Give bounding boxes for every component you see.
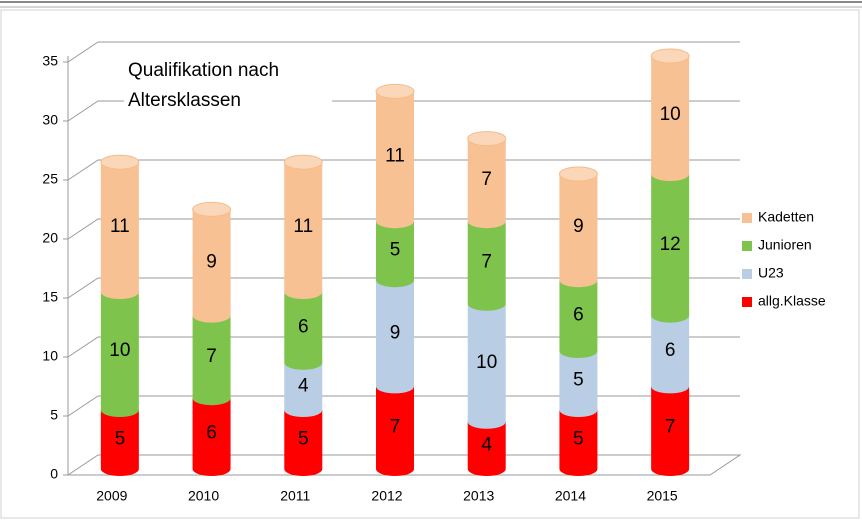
bar-cap [558,166,598,182]
legend-label: Kadetten [758,209,814,225]
grid-line [67,336,740,358]
y-tick-label: 20 [42,230,58,246]
data-label: 11 [293,216,313,237]
data-label: 6 [573,305,584,326]
data-label: 11 [385,145,405,166]
y-tick-label: 10 [42,348,58,364]
bar-segment [651,174,690,323]
bar-cap [467,131,507,147]
bar-segment [376,280,414,394]
legend-label: Junioren [758,237,812,253]
bar-cap [375,83,415,99]
chart-title: Qualifikation nach Altersklassen [124,56,332,116]
data-label: 5 [298,429,309,450]
bar-segment [651,386,690,476]
data-label: 12 [660,234,681,255]
y-tick-label: 30 [42,112,58,128]
legend-swatch [742,297,752,307]
x-tick-label: 2010 [188,488,219,504]
grid-line [67,41,740,63]
y-tick-label: 35 [42,53,58,69]
bar-segment [192,209,231,323]
grid-line [67,395,740,417]
x-tick-label: 2011 [280,488,310,504]
x-tick-label: 2009 [96,488,127,504]
x-tick-label: 2012 [371,488,402,504]
bar-cap [650,48,690,64]
y-tick-label: 15 [42,289,58,305]
bar-segment [467,303,506,429]
data-label: 7 [481,169,492,190]
data-label: 9 [206,252,217,273]
legend-swatch [742,269,752,279]
legend-label: allg.Klasse [758,293,826,309]
bar-segment [376,91,414,229]
x-tick-label: 2013 [463,488,494,504]
bar-cap [100,154,140,170]
bar-cap [192,201,232,217]
bar-segment [100,410,139,477]
grid-line [67,277,740,299]
bar-segment [559,174,598,288]
data-label: 5 [573,429,584,450]
legend-swatch [742,213,752,223]
data-label: 10 [476,352,497,373]
bar-segment [559,280,598,359]
bar-segment [284,162,323,299]
bar-segment [467,221,506,311]
bar-segment [284,410,323,476]
bar-segment [651,56,690,181]
data-label: 7 [206,346,217,367]
data-label: 4 [481,434,492,455]
x-tick-label: 2015 [647,488,678,504]
y-tick-label: 0 [50,466,58,482]
bar-segment [100,292,139,417]
bar-segment [559,410,598,476]
x-tick-label: 2014 [555,488,586,504]
data-label: 7 [481,252,492,273]
data-label: 5 [390,240,401,261]
bar-segment [284,292,323,370]
data-label: 9 [573,216,584,237]
bar-segment [467,421,506,476]
data-label: 10 [660,104,681,125]
bar-segment [376,221,414,288]
bar-segment [100,162,139,299]
bar-cap [283,154,323,170]
data-label: 7 [665,417,676,438]
bar-segment [192,315,231,406]
data-label: 5 [573,370,584,391]
bar-segment [376,386,414,476]
legend-swatch [742,241,752,251]
bar-segment [559,351,598,417]
data-label: 5 [115,429,126,450]
data-label: 6 [298,316,309,337]
bar-segment [284,362,323,417]
y-tick-label: 5 [50,407,58,423]
data-label: 7 [390,417,401,438]
data-label: 6 [206,423,217,444]
legend-label: U23 [758,265,784,281]
bar-segment [651,315,690,394]
data-label: 4 [298,375,309,396]
frame [0,9,860,519]
bar-segment [192,398,231,476]
data-label: 11 [110,216,130,237]
data-label: 6 [665,340,676,361]
grid-line [67,218,740,240]
y-tick-label: 25 [42,171,58,187]
bar-segment [467,138,506,229]
grid-line [67,100,740,122]
data-label: 10 [109,340,130,361]
data-label: 9 [390,322,401,343]
grid-line [67,159,740,181]
